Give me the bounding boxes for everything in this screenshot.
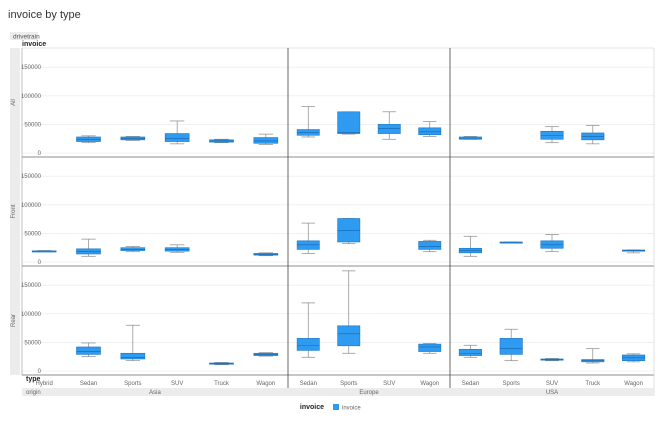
- y-tick-label: 0: [38, 260, 42, 266]
- box-rear-asia-sports: [120, 352, 146, 360]
- row-facet-rear: Rear: [11, 314, 17, 327]
- box-rear-europe-sedan: [296, 338, 320, 351]
- y-tick-label: 50000: [24, 122, 41, 128]
- legend-label: invoice: [342, 406, 361, 412]
- y-tick-label: 0: [38, 369, 42, 375]
- x-tick-label: Sports: [124, 381, 141, 387]
- legend-swatch: [333, 404, 339, 410]
- x-tick-label: Sedan: [300, 381, 317, 387]
- x-tick-label: Hybrid: [35, 381, 52, 387]
- column-facet-usa: USA: [546, 390, 558, 396]
- x-tick-label: Truck: [214, 381, 230, 387]
- box-rear-europe-wagon: [418, 343, 442, 352]
- y-tick-label: 100000: [21, 203, 42, 209]
- row-facet-front: Front: [11, 204, 17, 218]
- box-rear-asia-sedan: [76, 346, 101, 355]
- box-all-asia-wagon: [253, 137, 279, 144]
- y-tick-label: 0: [38, 151, 42, 157]
- box-rear-usa-sports: [499, 338, 523, 355]
- y-axis-label: invoice: [22, 41, 46, 48]
- x-tick-label: SUV: [171, 381, 183, 387]
- y-tick-label: 50000: [24, 231, 41, 237]
- box-rear-europe-sports: [337, 325, 361, 347]
- column-facet-asia: Asia: [149, 390, 161, 396]
- y-tick-label: 150000: [21, 65, 42, 71]
- column-facet-strip: [22, 388, 654, 396]
- x-tick-label: Wagon: [420, 381, 439, 387]
- y-tick-label: 150000: [21, 283, 42, 289]
- x-tick-label: Sedan: [80, 381, 97, 387]
- box-rear-usa-sedan: [458, 348, 482, 356]
- x-tick-label: Sedan: [462, 381, 479, 387]
- row-facet-label: drivetrain: [13, 34, 40, 41]
- legend-title: invoice: [300, 404, 324, 411]
- row-facet-strip: [10, 48, 20, 375]
- box-all-asia-suv: [164, 133, 190, 142]
- x-tick-label: SUV: [383, 381, 395, 387]
- y-tick-label: 100000: [21, 94, 42, 100]
- box-all-europe-wagon: [418, 127, 442, 135]
- y-tick-label: 100000: [21, 312, 42, 318]
- column-facet-label: origin: [26, 390, 41, 396]
- box-all-europe-sports: [337, 111, 361, 134]
- chart-title: invoice by type: [8, 9, 81, 21]
- row-facet-label-box: [10, 32, 38, 40]
- box-all-europe-suv: [377, 124, 401, 134]
- x-tick-label: SUV: [546, 381, 558, 387]
- x-tick-label: Sports: [503, 381, 520, 387]
- row-facet-all: All: [11, 99, 17, 106]
- y-tick-label: 50000: [24, 340, 41, 346]
- y-tick-label: 150000: [21, 174, 42, 180]
- box-front-europe-wagon: [418, 241, 442, 250]
- x-axis-label: type: [26, 376, 41, 383]
- x-tick-label: Wagon: [624, 381, 643, 387]
- x-tick-label: Wagon: [256, 381, 275, 387]
- x-tick-label: Truck: [585, 381, 601, 387]
- x-tick-label: Sports: [340, 381, 357, 387]
- column-facet-europe: Europe: [359, 390, 379, 396]
